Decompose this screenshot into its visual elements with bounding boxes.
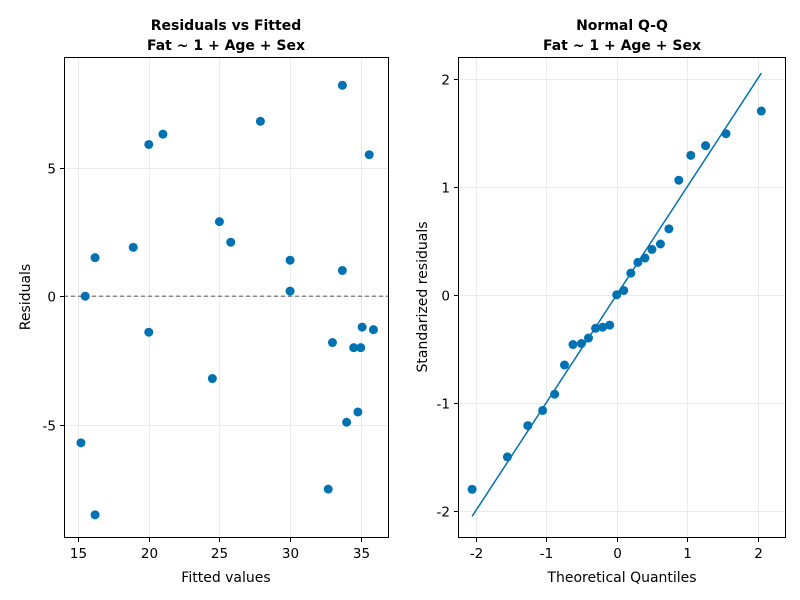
x-axis-label: Theoretical Quantiles (546, 570, 696, 586)
data-point (80, 291, 90, 301)
data-point (285, 255, 295, 265)
data-point (568, 340, 578, 350)
grid-lines (64, 57, 389, 538)
data-point (214, 217, 224, 227)
data-point (323, 484, 333, 494)
data-point (337, 80, 347, 90)
x-tick-label: -1 (540, 546, 553, 562)
y-tick-label: 0 (47, 290, 56, 306)
x-tick-label: 20 (141, 546, 158, 562)
data-point (591, 323, 601, 333)
data-point (467, 484, 477, 494)
data-point (76, 438, 86, 448)
data-point (285, 286, 295, 296)
y-axis-label: Residuals (18, 264, 34, 330)
x-tick-label: 35 (353, 546, 370, 562)
data-point (502, 452, 512, 462)
chart-title-line1: Residuals vs Fitted (151, 18, 301, 34)
data-point (756, 106, 766, 116)
grid-lines (458, 57, 786, 538)
data-point (337, 265, 347, 275)
y-tick-label: 2 (441, 73, 450, 89)
data-point (327, 338, 337, 348)
y-tick-label: -5 (43, 419, 56, 435)
data-point (550, 389, 560, 399)
y-axis-ticks: -2 -1 0 1 2 (437, 73, 458, 521)
x-axis-label: Fitted values (181, 570, 270, 586)
y-axis-label: Standarized residuals (415, 221, 431, 372)
y-tick-label: -1 (437, 397, 450, 413)
x-tick-label: 1 (683, 546, 692, 562)
data-point (633, 257, 643, 267)
y-axis-ticks: -5 0 5 (43, 162, 64, 435)
x-tick-label: 15 (70, 546, 87, 562)
data-point (686, 150, 696, 160)
data-point (144, 139, 154, 149)
data-point (701, 141, 711, 151)
data-point (538, 405, 548, 415)
data-point (356, 343, 366, 353)
data-points (76, 80, 378, 520)
x-tick-label: 2 (754, 546, 763, 562)
x-tick-label: -2 (470, 546, 483, 562)
y-tick-label: 1 (441, 181, 450, 197)
chart-title-line1: Normal Q-Q (576, 18, 668, 34)
data-point (207, 374, 217, 384)
data-point (90, 510, 100, 520)
data-point (523, 421, 533, 431)
plot-frame (458, 57, 786, 538)
normal-qq-panel: Normal Q-Q Fat ~ 1 + Age + Sex -2 -1 0 1 2 -… (415, 18, 786, 586)
data-point (583, 333, 593, 343)
y-tick-label: 5 (47, 162, 56, 178)
data-point (128, 242, 138, 252)
data-point (721, 129, 731, 139)
data-point (655, 239, 665, 249)
data-point (342, 417, 352, 427)
data-point (364, 150, 374, 160)
data-point (90, 253, 100, 263)
data-point (255, 116, 265, 126)
plot-frame (64, 57, 389, 538)
data-point (674, 175, 684, 185)
data-point (619, 285, 629, 295)
chart-title-line2: Fat ~ 1 + Age + Sex (147, 38, 305, 54)
data-point (368, 325, 378, 335)
x-tick-label: 30 (282, 546, 299, 562)
data-point (353, 407, 363, 417)
data-point (576, 338, 586, 348)
data-point (158, 129, 168, 139)
data-points (467, 106, 766, 494)
data-point (349, 343, 359, 353)
data-point (605, 320, 615, 330)
data-point (598, 322, 608, 332)
data-point (560, 360, 570, 370)
x-tick-label: 25 (211, 546, 228, 562)
data-point (226, 237, 236, 247)
x-axis-ticks: -2 -1 0 1 2 (470, 538, 763, 562)
data-point (626, 268, 636, 278)
data-point (664, 224, 674, 234)
data-point (612, 290, 622, 300)
y-tick-label: 0 (441, 289, 450, 305)
data-point (144, 327, 154, 337)
data-point (647, 244, 657, 254)
data-point (357, 322, 367, 332)
residuals-vs-fitted-panel: Residuals vs Fitted Fat ~ 1 + Age + Sex … (18, 18, 389, 586)
y-tick-label: -2 (437, 505, 450, 521)
x-axis-ticks: 15 20 25 30 35 (70, 538, 370, 562)
x-tick-label: 0 (613, 546, 622, 562)
chart-title-line2: Fat ~ 1 + Age + Sex (543, 38, 701, 54)
data-point (640, 253, 650, 263)
